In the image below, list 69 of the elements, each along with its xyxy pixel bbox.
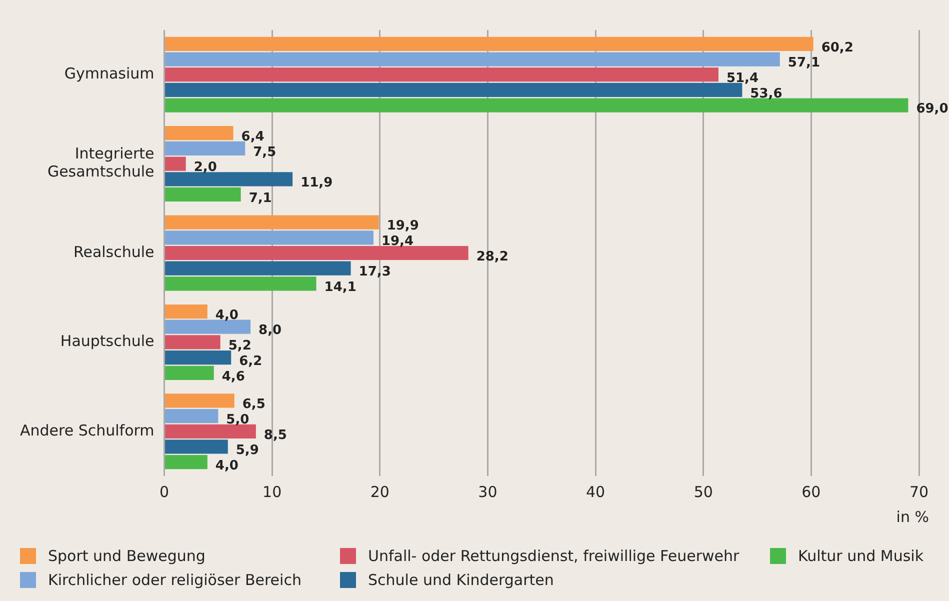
bar (165, 424, 256, 438)
text: 8,0 (258, 323, 282, 338)
text: 4,0 (215, 458, 238, 474)
bar (165, 215, 379, 230)
x-tick-label: 40 (586, 482, 606, 501)
bar (165, 409, 218, 424)
bar (165, 246, 468, 260)
bar (165, 304, 208, 319)
text: 6,5 (242, 397, 266, 412)
bar (165, 350, 232, 365)
bar (165, 36, 814, 51)
text: 19,4 (381, 234, 414, 250)
bar (165, 172, 293, 186)
bar (165, 82, 742, 97)
y-tick-label: Andere Schulform (20, 421, 154, 440)
bar (165, 394, 234, 408)
bar (165, 230, 374, 245)
x-axis-title: in % (896, 508, 929, 526)
text: 4,6 (222, 369, 245, 384)
text: 6,2 (239, 354, 262, 369)
bar (165, 187, 241, 202)
bar (165, 455, 208, 470)
text: 6,4 (241, 129, 264, 144)
legend-label: Kirchlicher oder religiöser Bereich (48, 571, 302, 589)
text: 5,9 (236, 443, 259, 458)
text: 17,3 (358, 264, 391, 280)
x-tick-label: 10 (262, 482, 282, 501)
bar (165, 98, 908, 112)
bar (165, 335, 220, 350)
text: 69,0 (916, 102, 948, 117)
y-tick-label: Hauptschule (60, 332, 154, 350)
legend-label: Kultur und Musik (798, 547, 924, 565)
text: 51,4 (726, 70, 759, 86)
bar (165, 320, 251, 334)
y-tick-label: Gymnasium (64, 64, 154, 82)
text: 57,1 (788, 56, 820, 71)
bar (165, 276, 316, 291)
text: 11,9 (300, 176, 333, 191)
text: 19,9 (386, 218, 419, 234)
bar (165, 366, 214, 380)
text: 7,5 (253, 144, 276, 160)
text: 4,0 (215, 308, 238, 323)
text: 8,5 (264, 428, 287, 443)
legend-label: Unfall- oder Rettungsdienst, freiwillige Feuerwehr (368, 547, 740, 565)
y-tick-label: Integrierte Gesamtschule (47, 144, 154, 181)
bar (165, 126, 234, 140)
text: 14,1 (324, 280, 356, 296)
text: 60,2 (821, 40, 854, 56)
x-tick-label: 60 (802, 482, 821, 501)
x-tick-label: 50 (694, 482, 713, 501)
text: 53,6 (750, 86, 782, 102)
bar (165, 440, 228, 454)
text: 2,0 (194, 160, 217, 176)
x-tick-label: 70 (909, 482, 929, 501)
x-tick-label: 30 (478, 482, 498, 501)
bar (165, 68, 718, 82)
text: 5,0 (226, 412, 250, 428)
x-tick-label: 20 (370, 482, 390, 501)
text: 7,1 (248, 190, 272, 206)
bar (165, 156, 186, 171)
text: 28,2 (476, 249, 508, 264)
y-tick-label: Realschule (73, 242, 154, 261)
legend-label: Schule und Kindergarten (368, 571, 554, 589)
text: 5,2 (228, 338, 252, 354)
legend-label: Sport und Bewegung (48, 547, 206, 565)
bar (165, 52, 780, 66)
x-tick-label: 0 (160, 482, 170, 501)
bar (165, 261, 351, 276)
bar (165, 141, 246, 156)
